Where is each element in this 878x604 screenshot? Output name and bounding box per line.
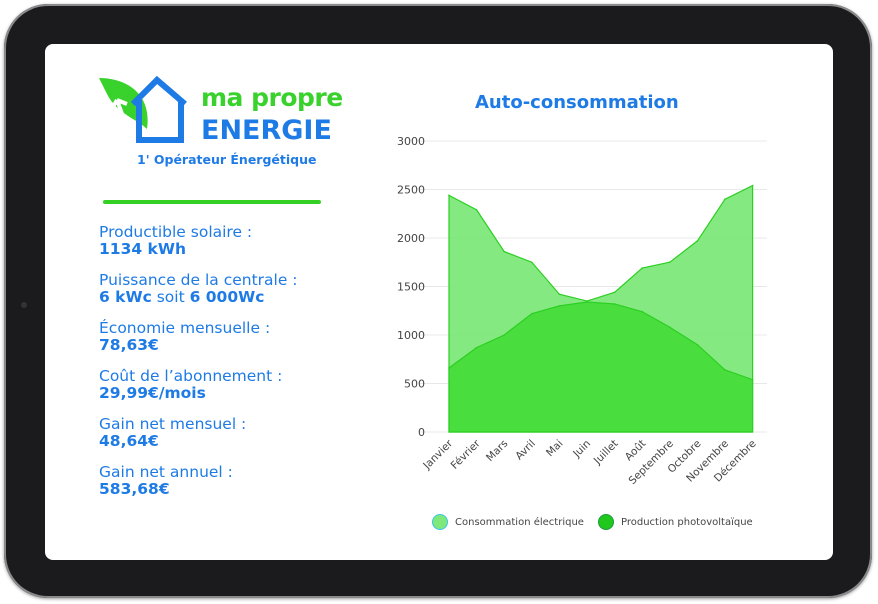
stat-label: Puissance de la centrale : [99,271,298,289]
legend-label: Production photovoltaïque [621,516,753,528]
house-leaf-icon [99,75,187,143]
data-point [558,305,561,307]
stat-value: 78,63€ [99,336,159,354]
stat-value: 1134 kWh [99,240,186,258]
data-point [641,310,643,313]
y-tick-label: 500 [404,378,425,391]
stat-value: 6 kWc soit 6 000Wc [99,289,369,306]
legend-label: Consommation électrique [455,516,584,528]
stat-value-kwc: 6 kWc [99,288,152,306]
x-tick-label: Février [449,437,484,472]
stat-label: Gain net annuel : [99,463,233,481]
y-tick-label: 1000 [397,329,425,342]
data-point [751,378,754,381]
data-point [613,303,616,305]
stat-value: 583,68€ [99,480,170,498]
stats-list: Productible solaire :1134 kWh Puissance … [99,224,369,512]
camera [21,302,27,308]
divider [103,200,321,204]
stat-label: Gain net mensuel : [99,415,247,433]
data-point [613,291,616,294]
data-point [531,312,533,315]
data-point [751,184,754,187]
data-point [503,250,506,253]
y-tick-label: 0 [418,426,425,439]
legend-consumption: Consommation électrique [432,514,584,530]
data-point [448,194,450,197]
stat-label: Économie mensuelle : [99,319,271,337]
stat-gain-annuel: Gain net annuel :583,68€ [99,464,369,498]
y-tick-label: 3000 [397,135,425,148]
legend-swatch [598,514,614,530]
data-point [669,261,671,264]
logo-tagline: 1' Opérateur Énergétique [137,152,317,167]
data-point [586,301,588,303]
data-point [475,346,478,349]
data-point [448,367,450,369]
stat-gain-mensuel: Gain net mensuel :48,64€ [99,416,369,450]
x-tick-label: Janvier [420,437,455,472]
data-point [558,293,561,296]
x-tick-label: Juin [570,438,593,461]
x-tick-label: Avril [513,438,538,463]
legend-swatch [432,514,448,530]
stat-economie: Économie mensuelle :78,63€ [99,320,369,354]
data-point [696,343,699,346]
y-tick-label: 2500 [397,184,425,197]
data-point [475,209,478,211]
stat-abonnement: Coût de l’abonnement :29,99€/mois [99,368,369,402]
data-point [641,267,643,269]
x-tick-label: Mars [484,438,510,464]
stat-productible: Productible solaire :1134 kWh [99,224,369,258]
stat-label: Coût de l’abonnement : [99,367,283,385]
logo-text-line1: ma propre [201,83,343,112]
data-point [724,198,726,200]
data-point [503,334,506,336]
stat-label: Productible solaire : [99,223,253,241]
stat-value-wc: 6 000Wc [189,288,265,306]
data-point [669,326,671,329]
x-tick-label: Mai [544,438,566,460]
logo: ma propre ENERGIE 1' Opérateur Énergétiq… [97,74,343,174]
stat-value: 29,99€/mois [99,384,206,402]
legend-production: Production photovoltaïque [598,514,753,530]
stat-value-sep: soit [151,288,190,306]
data-point [724,369,726,371]
stat-value: 48,64€ [99,432,159,450]
x-tick-label: Juillet [591,438,621,468]
y-tick-label: 1500 [397,281,425,294]
stat-puissance: Puissance de la centrale :6 kWc soit 6 0… [99,272,369,306]
data-point [531,261,533,264]
y-tick-label: 2000 [397,232,425,245]
chart-title: Auto-consommation [475,92,679,113]
data-point [696,240,699,242]
screen: ma propre ENERGIE 1' Opérateur Énergétiq… [45,44,833,560]
logo-text-line2: ENERGIE [201,115,332,146]
